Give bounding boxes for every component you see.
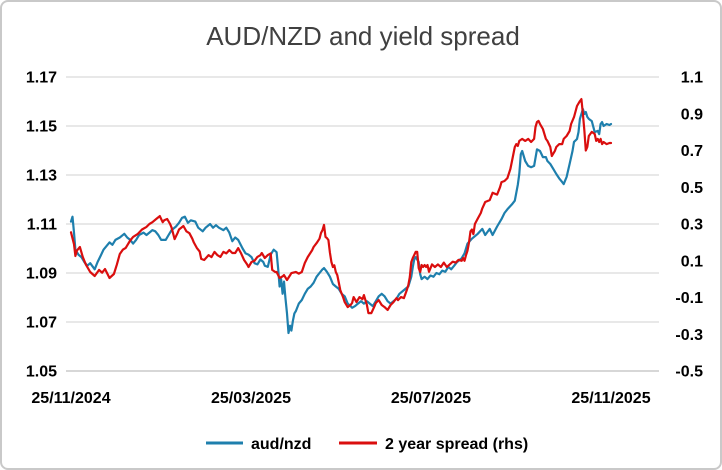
left-axis-tick: 1.17 bbox=[26, 70, 57, 87]
chart-title: AUD/NZD and yield spread bbox=[206, 21, 520, 51]
right-axis-tick: 0.1 bbox=[681, 253, 703, 270]
left-axis-tick: 1.13 bbox=[26, 168, 57, 185]
legend-label: 2 year spread (rhs) bbox=[385, 436, 528, 453]
series-lines bbox=[69, 97, 613, 335]
series-line-2-year-spread-rhs- bbox=[69, 97, 613, 315]
gridlines bbox=[66, 76, 659, 372]
right-axis-tick: -0.3 bbox=[675, 327, 703, 344]
x-axis-tick: 25/11/2025 bbox=[571, 390, 650, 407]
right-axis-tick: -0.5 bbox=[675, 364, 703, 381]
x-axis-tick: 25/11/2024 bbox=[31, 390, 110, 407]
legend-item: 2 year spread (rhs) bbox=[339, 436, 528, 453]
right-axis-tick: 1.1 bbox=[681, 70, 703, 87]
left-axis-tick: 1.05 bbox=[26, 364, 57, 381]
legend: aud/nzd 2 year spread (rhs) bbox=[206, 436, 528, 453]
left-axis-tick: 1.09 bbox=[26, 266, 57, 283]
right-axis-tick: 0.7 bbox=[681, 143, 703, 160]
right-axis-tick: 0.5 bbox=[681, 180, 703, 197]
legend-item: aud/nzd bbox=[206, 436, 311, 453]
left-axis-tick: 1.11 bbox=[27, 217, 57, 234]
x-axis-labels: 25/11/2024 25/03/2025 25/07/2025 25/11/2025 bbox=[31, 390, 650, 407]
right-axis-tick: 0.9 bbox=[681, 106, 703, 123]
left-axis-tick: 1.15 bbox=[26, 119, 57, 136]
left-axis-tick: 1.07 bbox=[26, 315, 57, 332]
right-axis-tick: -0.1 bbox=[675, 290, 703, 307]
right-axis-labels: 1.1 0.9 0.7 0.5 0.3 0.1 -0.1 -0.3 -0.5 bbox=[675, 70, 703, 381]
series-line-aud-nzd bbox=[69, 107, 613, 335]
x-axis-tick: 25/07/2025 bbox=[391, 390, 471, 407]
legend-label: aud/nzd bbox=[251, 436, 311, 453]
right-axis-tick: 0.3 bbox=[681, 217, 703, 234]
x-axis-tick: 25/03/2025 bbox=[211, 390, 291, 407]
left-axis-labels: 1.17 1.15 1.13 1.11 1.09 1.07 1.05 bbox=[26, 70, 57, 381]
